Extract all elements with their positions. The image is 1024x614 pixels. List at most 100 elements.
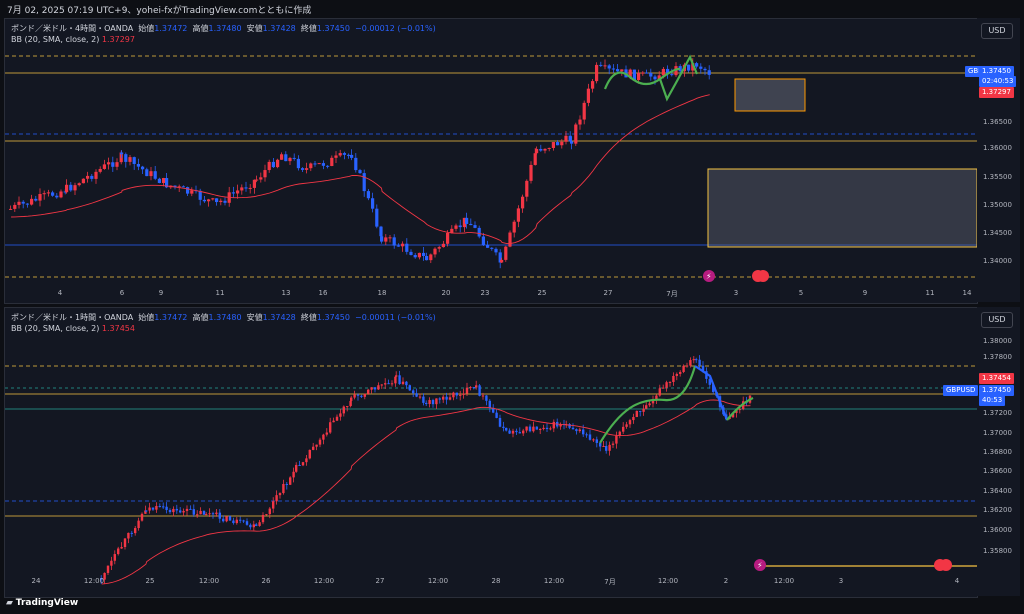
candlestick xyxy=(469,218,473,226)
candlestick xyxy=(417,252,421,260)
candlestick xyxy=(568,422,571,430)
candlestick xyxy=(616,64,620,72)
bb-indicator-legend[interactable]: BB (20, SMA, close, 2) 1.37454 xyxy=(11,324,135,333)
candlestick xyxy=(599,61,603,68)
candlestick xyxy=(571,423,575,430)
candlestick xyxy=(202,510,206,515)
candlestick xyxy=(322,433,325,445)
bar-countdown-tag: 02:40:53 xyxy=(979,76,1017,87)
candlestick xyxy=(387,379,390,385)
bb-indicator-legend[interactable]: BB (20, SMA, close, 2) 1.37297 xyxy=(11,35,135,44)
candlestick xyxy=(478,383,481,397)
candlestick xyxy=(445,392,448,405)
candlestick xyxy=(679,370,682,377)
candlestick xyxy=(666,65,670,79)
candlestick xyxy=(157,177,161,184)
candlestick xyxy=(296,155,300,171)
candlestick xyxy=(525,179,529,202)
candlestick xyxy=(707,65,711,80)
candlestick xyxy=(689,357,692,368)
candlestick xyxy=(244,181,248,192)
candlestick xyxy=(442,394,445,403)
time-tick-label: 6 xyxy=(119,289,125,297)
candlestick xyxy=(495,409,498,419)
price-chart-1h[interactable]: ⚡ xyxy=(5,308,977,597)
candlestick xyxy=(130,530,133,538)
candlestick xyxy=(259,172,263,183)
candlestick xyxy=(208,508,211,518)
price-tick-label: 1.36400 xyxy=(983,487,1012,495)
price-chart-4h[interactable]: ⚡ xyxy=(5,19,977,303)
chart-panel-4h[interactable]: ⚡ ポンド／米ドル・4時間・OANDA 始値1.37472 高値1.37480 … xyxy=(4,18,978,304)
tradingview-logo[interactable]: ▰ TradingView xyxy=(6,598,79,608)
candlestick xyxy=(488,399,491,413)
candlestick xyxy=(388,235,392,243)
time-tick-label: 16 xyxy=(318,289,328,297)
candlestick xyxy=(153,165,157,181)
candlestick xyxy=(448,392,452,401)
candlestick xyxy=(500,257,504,264)
candlestick xyxy=(236,184,240,199)
candlestick xyxy=(465,382,469,396)
candlestick xyxy=(618,430,621,439)
candlestick xyxy=(185,505,189,516)
candlestick xyxy=(649,68,653,81)
candlestick xyxy=(350,149,354,161)
candlestick xyxy=(578,427,581,433)
candlestick xyxy=(117,546,120,556)
time-tick-label: 9 xyxy=(862,289,868,297)
candlestick xyxy=(134,525,137,536)
candlestick xyxy=(194,185,198,194)
candlestick xyxy=(398,370,401,385)
candlestick xyxy=(545,423,549,432)
candlestick xyxy=(390,380,394,387)
candlestick xyxy=(678,64,682,74)
candlestick xyxy=(354,153,358,173)
candlestick xyxy=(248,184,252,194)
candlestick xyxy=(380,384,383,389)
candlestick xyxy=(703,67,707,76)
wave-drawing xyxy=(658,54,699,102)
candlestick xyxy=(255,175,259,183)
time-tick-label: 7月 xyxy=(604,578,616,586)
candlestick xyxy=(309,162,313,172)
flash-event-icon xyxy=(703,270,715,282)
candlestick xyxy=(525,426,528,433)
time-tick-label: 5 xyxy=(798,289,804,297)
candlestick xyxy=(595,62,599,84)
price-axis-1h[interactable]: USD 1.38000 1.37800 1.37200 1.37000 1.36800 1… xyxy=(943,307,1020,596)
candlestick xyxy=(318,437,322,448)
candlestick xyxy=(568,131,572,142)
candlestick xyxy=(477,225,481,239)
time-tick-label: 27 xyxy=(375,577,385,585)
candlestick xyxy=(168,508,172,514)
time-tick-label: 4 xyxy=(954,577,960,585)
chart-panel-1h[interactable]: ⚡ ポンド／米ドル・1時間・OANDA 始値1.37472 高値1.37480 … xyxy=(4,307,978,598)
candlestick xyxy=(219,198,223,206)
candlestick xyxy=(225,516,228,523)
candlestick xyxy=(469,386,472,391)
currency-button[interactable]: USD xyxy=(981,23,1013,39)
time-tick-label: 12:00 xyxy=(313,577,335,585)
candlestick xyxy=(276,158,280,169)
candlestick xyxy=(522,428,525,436)
candlestick xyxy=(17,196,21,209)
candlestick xyxy=(242,519,245,523)
price-axis-4h[interactable]: USD 1.36500 1.36000 1.35500 1.35000 1.34500 1… xyxy=(965,18,1020,302)
currency-button[interactable]: USD xyxy=(981,312,1013,328)
candlestick xyxy=(515,428,518,436)
chart-header-title: 7月 02, 2025 07:19 UTC+9、yohei-fxがTrading… xyxy=(7,6,312,16)
candlestick xyxy=(422,393,425,406)
candlestick xyxy=(465,212,469,229)
candlestick xyxy=(450,225,454,234)
candlestick xyxy=(13,202,17,212)
price-tick-label: 1.35800 xyxy=(983,547,1012,555)
candlestick xyxy=(140,512,144,522)
price-tick-label: 1.34000 xyxy=(983,257,1012,265)
candlestick xyxy=(438,397,441,404)
last-price-tag: 1.37450 xyxy=(979,385,1014,396)
candlestick xyxy=(245,518,249,526)
time-tick-label: 3 xyxy=(733,289,739,297)
candlestick xyxy=(177,184,181,192)
candlestick xyxy=(190,187,194,197)
